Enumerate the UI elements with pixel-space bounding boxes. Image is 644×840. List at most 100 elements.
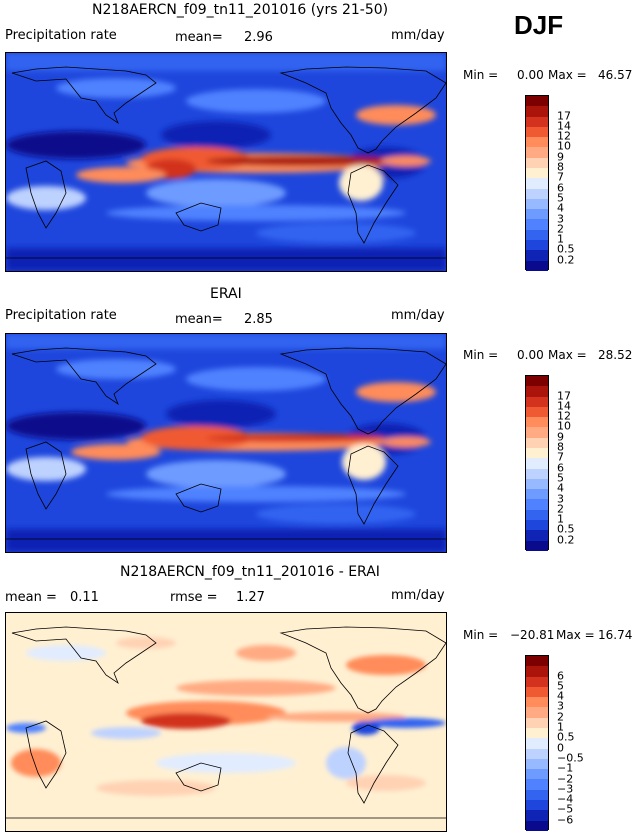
panel3-max-value: 16.74 — [598, 628, 633, 642]
panel1-units: mm/day — [391, 28, 445, 43]
colorbar-tick-label: 1 — [557, 232, 564, 246]
colorbar-swatch — [526, 799, 548, 811]
panel1-variable: Precipitation rate — [5, 28, 117, 43]
colorbar-tick-label: 2 — [557, 502, 564, 516]
colorbar-swatch — [526, 509, 548, 520]
colorbar-swatch — [526, 147, 548, 158]
panel2-colorbar — [525, 375, 549, 551]
panel3-title: N218AERCN_f09_tn11_201016 - ERAI — [120, 564, 380, 580]
colorbar-tick-label: 8 — [557, 440, 564, 454]
colorbar-swatch — [526, 126, 548, 138]
colorbar-swatch — [526, 499, 548, 510]
panel1-min-value: 0.00 — [517, 68, 544, 82]
colorbar-tick-label: 8 — [557, 160, 564, 174]
colorbar-swatch — [526, 178, 548, 189]
colorbar-tick-label: 3 — [557, 492, 564, 506]
colorbar-swatch — [526, 820, 548, 831]
colorbar-tick-label: −4 — [557, 792, 574, 806]
colorbar-swatch — [526, 738, 548, 749]
colorbar-tick-label: 0.2 — [557, 533, 575, 547]
panel3-map-field — [6, 613, 446, 831]
colorbar-swatch — [526, 417, 548, 428]
colorbar-tick-label: 17 — [557, 389, 571, 403]
colorbar-swatch — [526, 96, 548, 107]
colorbar-tick-label: 6 — [557, 181, 564, 195]
colorbar-tick-label: 5 — [557, 471, 564, 485]
colorbar-swatch — [526, 717, 548, 728]
panel3-min-value: −20.81 — [510, 628, 555, 642]
colorbar-tick-label: 4 — [557, 689, 564, 703]
panel2-mean-label: mean= — [175, 312, 223, 327]
colorbar-tick-label: 4 — [557, 201, 564, 215]
colorbar-tick-label: 9 — [557, 430, 564, 444]
colorbar-tick-label: 6 — [557, 461, 564, 475]
panel1-mean-value: 2.96 — [244, 30, 273, 45]
colorbar-tick-label: 5 — [557, 679, 564, 693]
panel2-map-field — [6, 334, 446, 552]
panel2-mean-value: 2.85 — [244, 312, 273, 327]
colorbar-swatch — [526, 229, 548, 240]
panel1-mean-label: mean= — [175, 30, 223, 45]
colorbar-swatch — [526, 198, 548, 210]
colorbar-swatch — [526, 519, 548, 531]
colorbar-swatch — [526, 376, 548, 387]
colorbar-swatch — [526, 707, 548, 718]
panel3-map — [5, 612, 447, 832]
colorbar-swatch — [526, 106, 548, 117]
panel3-colorbar — [525, 655, 549, 831]
panel3-mean-label: mean = — [5, 590, 57, 605]
colorbar-swatch — [526, 260, 548, 271]
panel2-max-label: Max = — [548, 348, 587, 362]
colorbar-tick-label: 17 — [557, 109, 571, 123]
colorbar-swatch — [526, 250, 548, 261]
season-label: DJF — [514, 10, 564, 40]
colorbar-swatch — [526, 239, 548, 251]
colorbar-tick-label: −5 — [557, 802, 574, 816]
colorbar-swatch — [526, 656, 548, 667]
colorbar-swatch — [526, 437, 548, 448]
colorbar-tick-label: −1 — [557, 761, 574, 775]
panel1-map — [5, 52, 447, 272]
colorbar-tick-label: 0.5 — [557, 730, 575, 744]
colorbar-swatch — [526, 116, 548, 127]
colorbar-tick-label: 6 — [557, 669, 564, 683]
colorbar-swatch — [526, 748, 548, 759]
colorbar-tick-label: 12 — [557, 409, 571, 423]
colorbar-swatch — [526, 758, 548, 770]
panel1-min-label: Min = — [463, 68, 499, 82]
colorbar-tick-label: 0.2 — [557, 253, 575, 267]
colorbar-tick-label: 14 — [557, 119, 571, 133]
colorbar-swatch — [526, 697, 548, 708]
colorbar-swatch — [526, 789, 548, 800]
panel3-min-label: Min = — [463, 628, 499, 642]
panel2-max-value: 28.52 — [598, 348, 633, 362]
panel2-title: ERAI — [210, 286, 242, 302]
colorbar-swatch — [526, 396, 548, 407]
panel2-units: mm/day — [391, 308, 445, 323]
colorbar-swatch — [526, 727, 548, 739]
colorbar-swatch — [526, 769, 548, 780]
colorbar-swatch — [526, 779, 548, 790]
colorbar-swatch — [526, 478, 548, 490]
panel2-map — [5, 333, 447, 553]
panel1-map-field — [6, 53, 446, 271]
panel3-rmse-value: 1.27 — [236, 590, 265, 605]
colorbar-swatch — [526, 489, 548, 500]
colorbar-swatch — [526, 188, 548, 199]
colorbar-tick-label: 4 — [557, 481, 564, 495]
colorbar-tick-label: 5 — [557, 191, 564, 205]
panel2-variable: Precipitation rate — [5, 308, 117, 323]
colorbar-swatch — [526, 219, 548, 230]
panel3-mean-value: 0.11 — [70, 590, 99, 605]
colorbar-tick-label: 1 — [557, 512, 564, 526]
colorbar-swatch — [526, 810, 548, 821]
colorbar-tick-label: 1 — [557, 720, 564, 734]
colorbar-tick-label: 10 — [557, 419, 571, 433]
panel3-max-label: Max = — [556, 628, 595, 642]
colorbar-swatch — [526, 468, 548, 479]
colorbar-swatch — [526, 530, 548, 541]
colorbar-tick-label: 0 — [557, 741, 564, 755]
colorbar-swatch — [526, 167, 548, 179]
colorbar-tick-label: 9 — [557, 150, 564, 164]
colorbar-tick-label: 0.5 — [557, 522, 575, 536]
